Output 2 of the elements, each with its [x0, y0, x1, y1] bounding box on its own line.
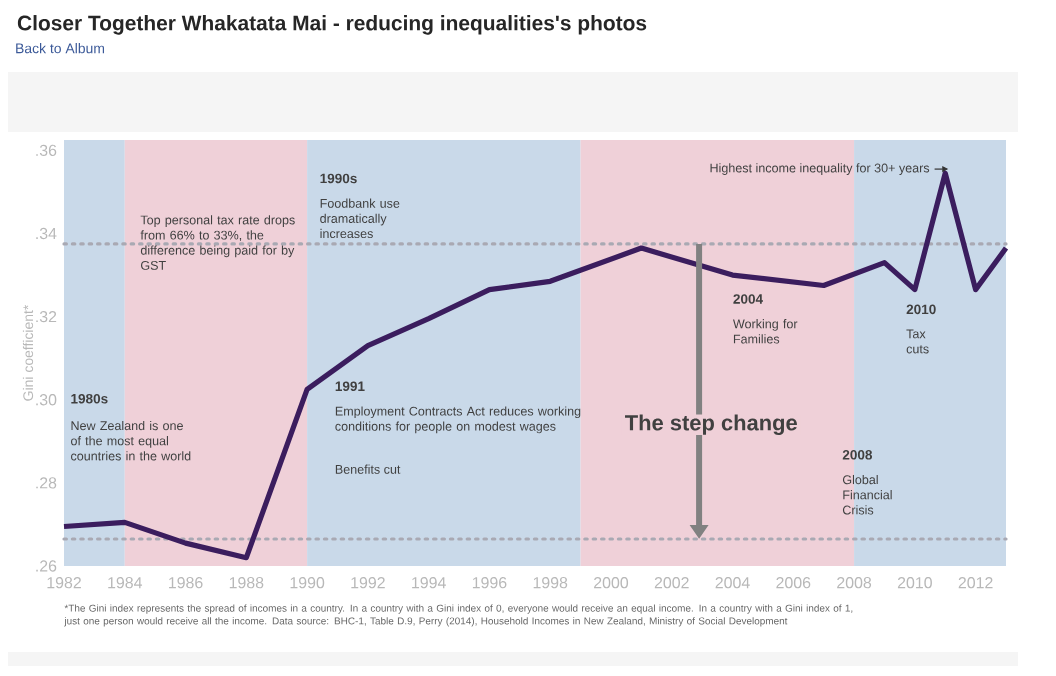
chart-title: Closer Together Whakatata Mai - reducing inequalities's photos: [17, 15, 647, 35]
annotation: The step change: [625, 414, 797, 435]
